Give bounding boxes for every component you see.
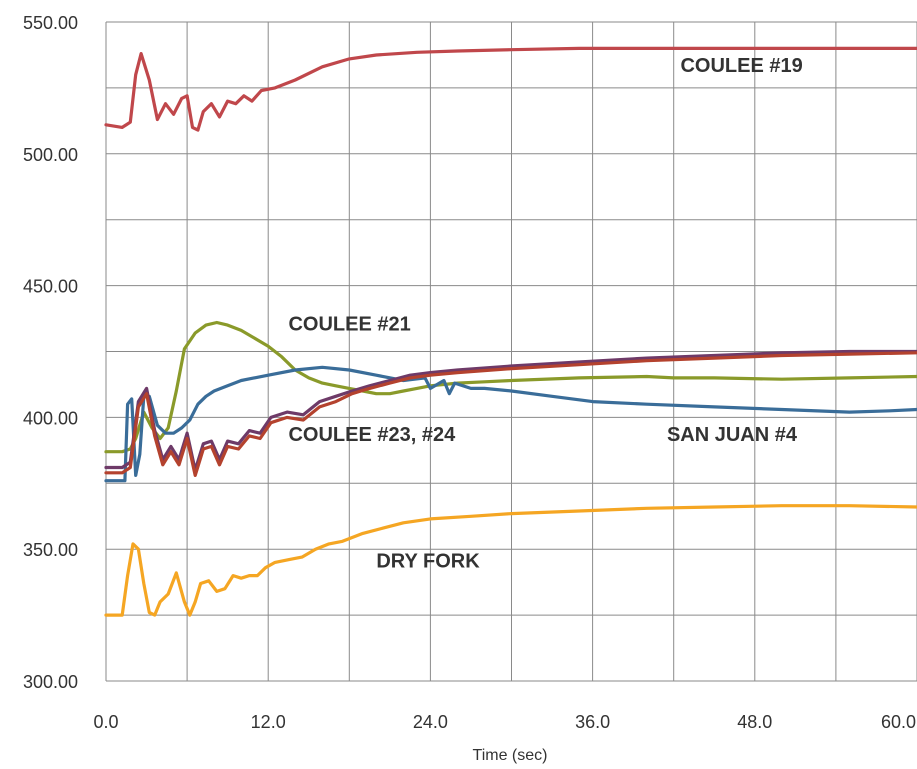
series-line-coulee-19 <box>104 46 917 132</box>
y-tick-label: 350.00 <box>23 540 78 560</box>
x-tick-label: 36.0 <box>575 712 610 732</box>
tick-layer: 550.00 500.00 450.00 400.00 350.00 300.00 0.0 1… <box>23 13 916 732</box>
x-tick-label: 48.0 <box>737 712 772 732</box>
x-tick-label: 24.0 <box>413 712 448 732</box>
annotation-dry-fork: DRY FORK <box>376 551 480 573</box>
series-layer <box>104 46 917 617</box>
y-tick-label: 450.00 <box>23 277 78 297</box>
series-line-san-juan-4 <box>104 365 917 483</box>
annotation-coulee-19: COULEE #19 <box>680 55 802 77</box>
x-tick-label: 12.0 <box>251 712 286 732</box>
series-line-coulee-24 <box>104 351 917 477</box>
x-tick-label: 0.0 <box>93 712 118 732</box>
grid-layer <box>105 21 917 682</box>
y-tick-label: 300.00 <box>23 672 78 692</box>
annotation-layer: COULEE #19 COULEE #21 COULEE #23, #24 SAN J… <box>288 55 802 573</box>
y-tick-label: 500.00 <box>23 145 78 165</box>
y-tick-label: 400.00 <box>23 408 78 428</box>
x-axis-title: Time (sec) <box>473 747 548 764</box>
annotation-coulee-21: COULEE #21 <box>288 313 410 335</box>
annotation-coulee-23-24: COULEE #23, #24 <box>288 424 456 446</box>
x-tick-label: 60.0 <box>881 712 916 732</box>
series-line-coulee-21 <box>104 320 917 454</box>
series-line-dry-fork <box>104 504 917 617</box>
annotation-san-juan-4: SAN JUAN #4 <box>667 424 798 446</box>
y-tick-label: 550.00 <box>23 13 78 33</box>
